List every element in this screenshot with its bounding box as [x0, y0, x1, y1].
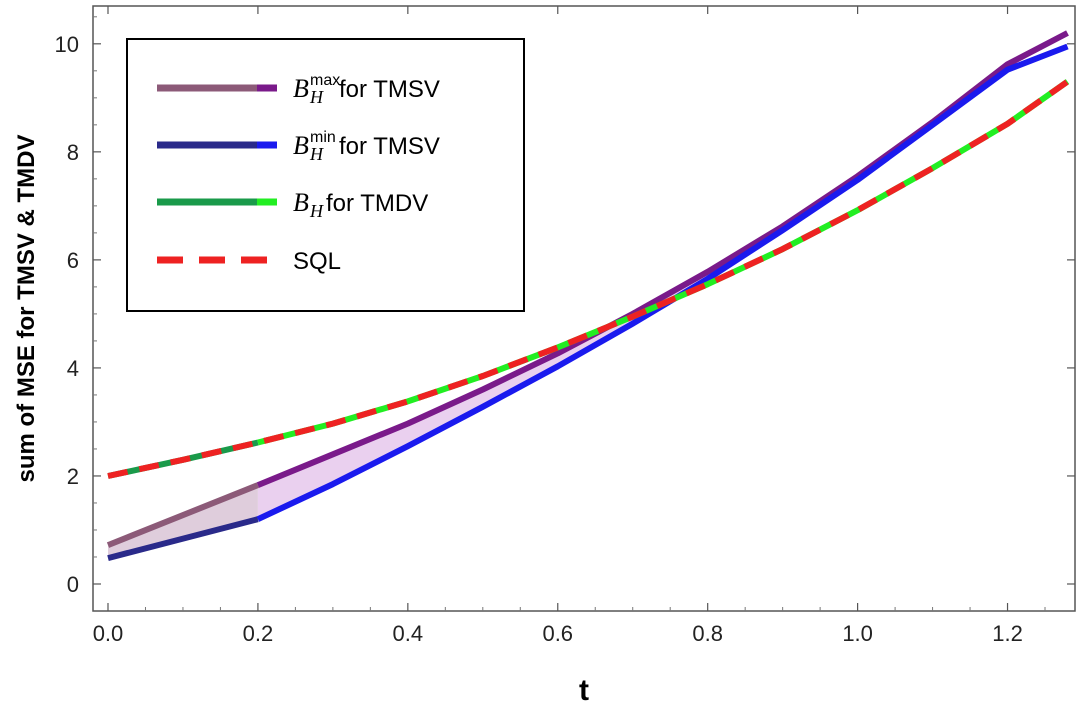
series-line-sql	[107, 79, 1070, 479]
y-tick-label-0: 0	[67, 572, 79, 597]
legend-entry-sql: SQL	[293, 248, 341, 275]
legend-symbol: B	[293, 188, 309, 217]
legend-subscript: H	[309, 87, 324, 107]
x-tick-label-1: 0.2	[243, 621, 274, 646]
y-tick-label-3: 6	[67, 248, 79, 273]
x-axis-title: t	[579, 674, 589, 707]
x-tick-label-6: 1.2	[992, 621, 1023, 646]
legend-superscript: min	[310, 129, 336, 146]
legend-label: SQL	[293, 248, 341, 275]
tick-layer: 0.0 0.2 0.4 0.6 0.8 1.0 1.2 0 2 4 6 8 10	[55, 6, 1075, 646]
plot-frame	[92, 5, 1076, 612]
y-tick-label-2: 4	[67, 356, 79, 381]
legend-subscript: H	[309, 201, 324, 221]
shaded-region-0	[108, 485, 258, 559]
x-tick-label-5: 1.0	[842, 621, 873, 646]
legend-superscript: max	[310, 72, 340, 89]
legend-symbol: B	[293, 74, 309, 103]
y-tick-label-4: 8	[67, 140, 79, 165]
series-line-bmax-segment-1	[106, 482, 260, 548]
x-tick-label-4: 0.8	[692, 621, 723, 646]
y-tick-label-5: 10	[55, 32, 79, 57]
series-layer	[106, 30, 1070, 562]
legend-label: for TMSV	[339, 133, 440, 160]
y-tick-label-1: 2	[67, 464, 79, 489]
x-tick-label-0: 0.0	[93, 621, 124, 646]
legend-subscript: H	[309, 144, 324, 164]
legend-box	[126, 38, 525, 312]
legend-label: for TMSV	[339, 76, 440, 103]
x-tick-label-3: 0.6	[542, 621, 573, 646]
legend-symbol: B	[293, 131, 309, 160]
y-axis-title: sum of MSE for TMSV & TMDV	[13, 135, 40, 483]
legend-label: for TMDV	[326, 190, 428, 217]
x-tick-label-2: 0.4	[393, 621, 424, 646]
series-line-bmin-segment-1	[107, 516, 259, 562]
